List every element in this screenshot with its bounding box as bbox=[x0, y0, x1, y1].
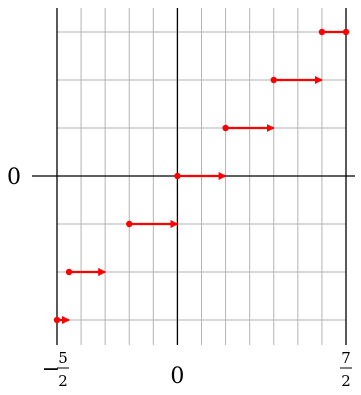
x-tick-label: 0 bbox=[170, 364, 184, 389]
closed-endpoint bbox=[318, 28, 326, 36]
closed-endpoint bbox=[342, 28, 350, 36]
step-segment bbox=[65, 268, 107, 276]
x-tick-denominator: 2 bbox=[58, 372, 68, 390]
x-tick-numerator: 5 bbox=[58, 349, 68, 367]
step-segment bbox=[53, 316, 71, 324]
step-segment bbox=[222, 124, 275, 132]
step-segment bbox=[126, 220, 179, 228]
step-segment bbox=[270, 76, 323, 84]
y-tick-label: 0 bbox=[7, 165, 21, 190]
step-segment bbox=[174, 172, 227, 180]
closed-endpoint bbox=[53, 316, 61, 324]
x-tick-denominator: 2 bbox=[341, 372, 351, 390]
closed-endpoint bbox=[174, 172, 181, 180]
x-tick-sign: − bbox=[42, 357, 60, 382]
closed-endpoint bbox=[65, 268, 73, 276]
x-tick-fraction: 72 bbox=[340, 349, 352, 390]
closed-endpoint bbox=[222, 124, 229, 132]
step-series bbox=[53, 28, 350, 324]
x-tick-numerator: 7 bbox=[341, 349, 351, 367]
closed-endpoint bbox=[270, 76, 277, 84]
step-segment bbox=[318, 28, 350, 36]
x-tick-fraction: −5 2 bbox=[42, 349, 69, 390]
closed-endpoint bbox=[126, 220, 133, 228]
